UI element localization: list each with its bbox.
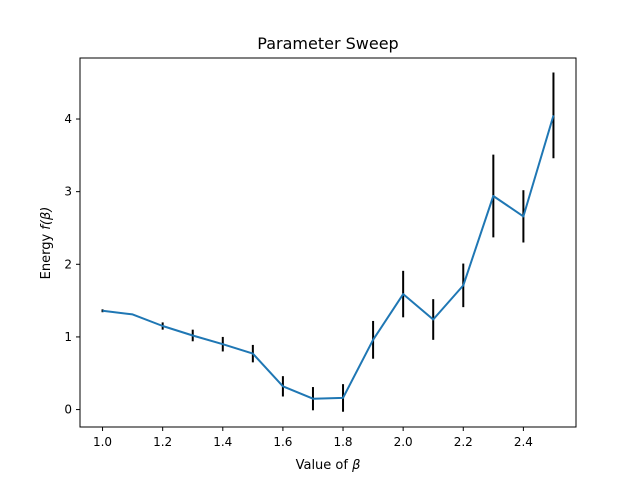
y-axis: 0 1 2 3 4 [64,112,80,417]
y-tick-label: 1 [64,330,72,344]
plot-area [101,72,555,412]
x-tick-label: 1.8 [333,435,352,449]
x-tick-label: 2.0 [394,435,413,449]
y-axis-label: Energy f(β) [39,207,54,280]
y-tick-label: 4 [64,112,72,126]
x-tick-label: 1.2 [153,435,172,449]
series-line [102,115,555,400]
x-tick-label: 1.0 [93,435,112,449]
axes-frame [79,57,577,428]
x-axis: 1.0 1.2 1.4 1.6 1.8 2.0 2.2 2.4 [93,427,533,449]
y-tick-label: 0 [64,403,72,417]
x-tick-label: 2.4 [514,435,533,449]
x-axis-label: Value of β [296,458,361,473]
x-tick-label: 2.2 [454,435,473,449]
x-tick-label: 1.4 [213,435,232,449]
x-tick-label: 1.6 [273,435,292,449]
chart-title: Parameter Sweep [257,34,398,53]
y-tick-label: 2 [64,257,72,271]
y-tick-label: 3 [64,185,72,199]
